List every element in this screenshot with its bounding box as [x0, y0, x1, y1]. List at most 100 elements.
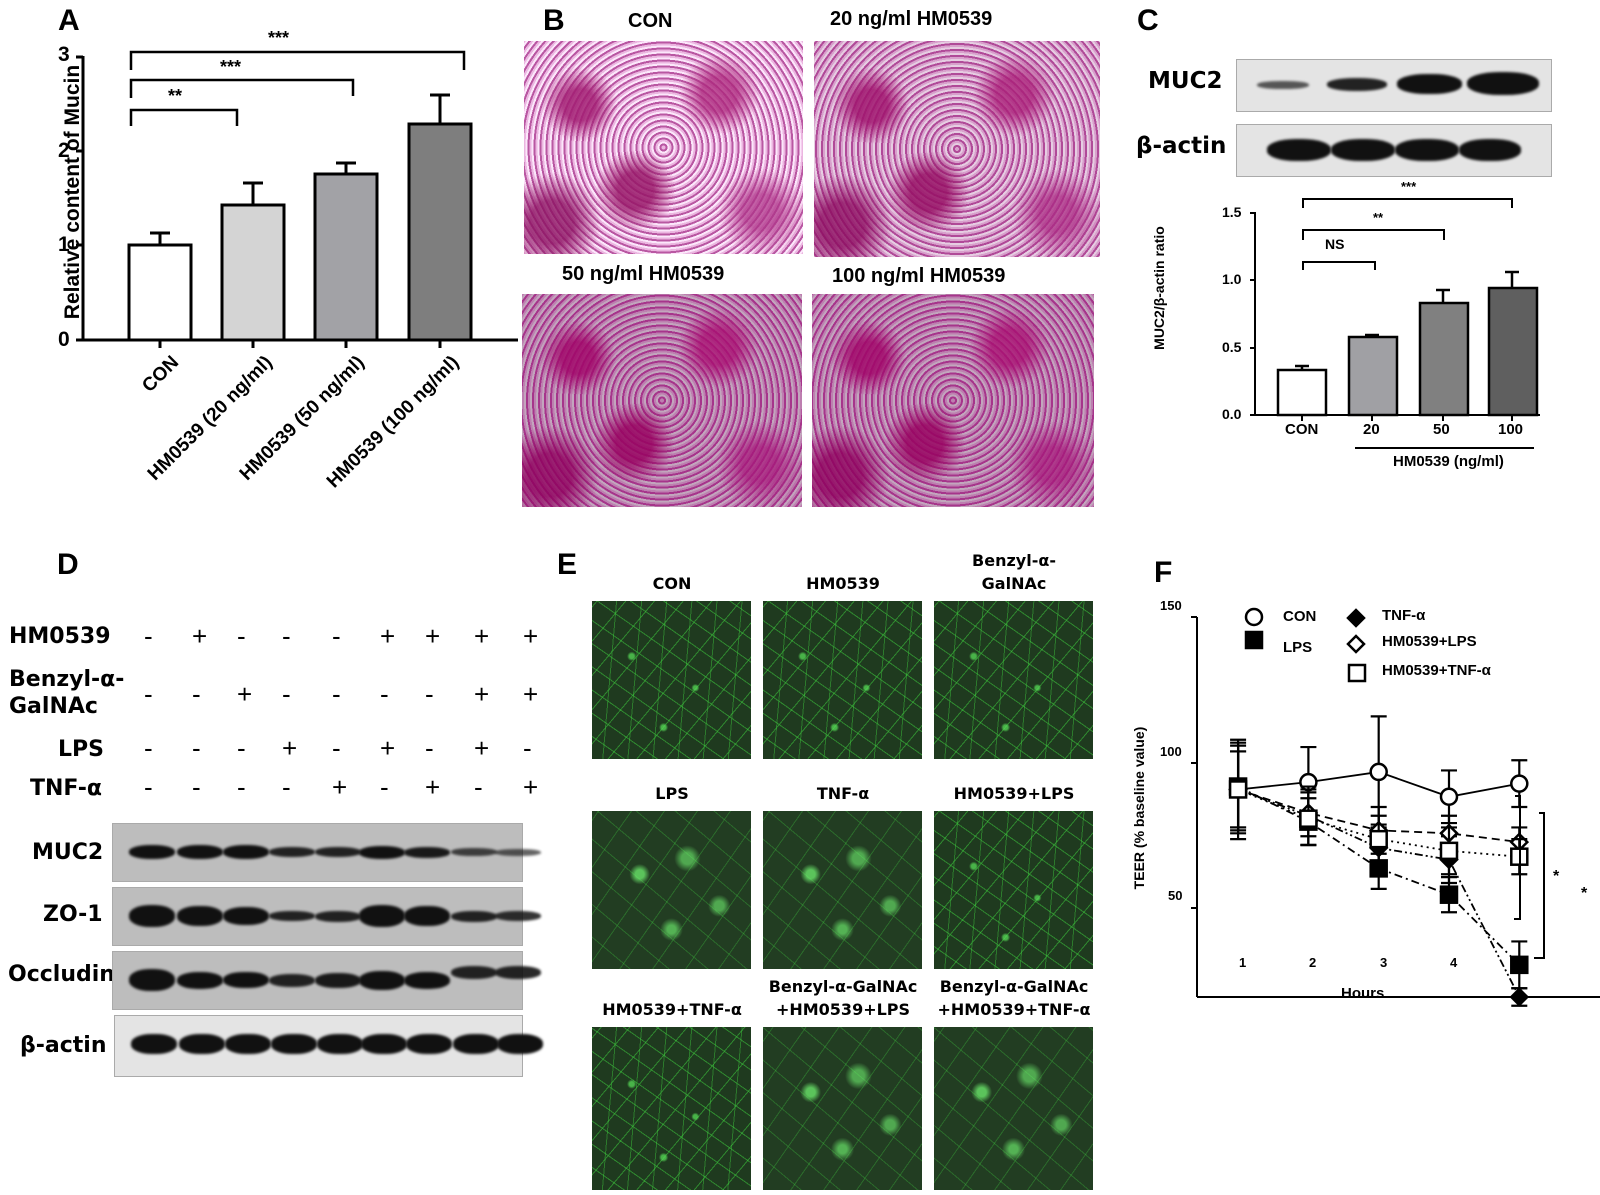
- minus-sign: -: [144, 679, 153, 709]
- minus-sign: -: [332, 679, 341, 709]
- plus-sign: +: [425, 621, 441, 651]
- bar-100: [407, 122, 473, 342]
- minus-sign: -: [192, 733, 201, 763]
- minus-sign: -: [523, 733, 532, 763]
- protein-band: [315, 972, 361, 988]
- protein-band: [271, 1034, 317, 1054]
- legend-tnf: TNF-α: [1382, 607, 1426, 624]
- treatment-label-benzyl-1: Benzyl-α-: [9, 667, 125, 692]
- ytick-f: 100: [1160, 744, 1182, 759]
- protein-band: [269, 973, 315, 987]
- protein-band: [451, 965, 497, 979]
- xtick-f: 1: [1239, 955, 1247, 970]
- protein-band: [406, 1034, 452, 1054]
- plus-sign: +: [282, 733, 298, 763]
- panel-c-chart: [1250, 198, 1540, 449]
- minus-sign: -: [282, 621, 291, 651]
- xtick-f: 4: [1450, 955, 1458, 970]
- minus-sign: -: [144, 621, 153, 651]
- protein-band: [495, 911, 541, 921]
- legend-hm-lps: HM0539+LPS: [1382, 633, 1477, 650]
- protein-band: [359, 970, 405, 990]
- treatment-label-benzyl-2: GalNAc: [9, 694, 98, 719]
- protein-band: [177, 906, 223, 926]
- sig-label: *: [1553, 868, 1560, 885]
- ytick-a: 1: [58, 233, 70, 256]
- sig-label: **: [168, 86, 183, 106]
- western-blot-muc2: [1236, 59, 1552, 112]
- plus-sign: +: [380, 621, 396, 651]
- plus-sign: +: [523, 772, 539, 802]
- if-title-line1: Benzyl-α-GalNAc: [939, 977, 1089, 996]
- if-title-line2: HM0539+LPS: [953, 784, 1075, 803]
- treatment-label-lps: LPS: [58, 737, 104, 762]
- protein-band: [129, 969, 175, 991]
- ytick-c: 0.5: [1222, 339, 1242, 355]
- protein-band: [404, 971, 450, 989]
- protein-band: [497, 1034, 543, 1054]
- data-point-marker: [1439, 885, 1459, 904]
- panel-c-group-label: HM0539 (ng/ml): [1393, 453, 1504, 470]
- minus-sign: -: [144, 733, 153, 763]
- pas-stain-image-con: [524, 41, 803, 254]
- plus-sign: +: [332, 772, 348, 802]
- if-title-line2: GalNAc: [981, 574, 1047, 593]
- pas-stain-image-20: [814, 41, 1100, 257]
- minus-sign: -: [425, 679, 434, 709]
- blot-label-zo1: ZO-1: [43, 902, 103, 927]
- protein-band: [179, 1034, 225, 1054]
- if-title-line2: +HM0539+TNF-α: [937, 1000, 1091, 1019]
- panel-a-letter: A: [58, 4, 80, 37]
- panel-e-letter: E: [557, 548, 578, 581]
- data-point-marker: [1510, 955, 1529, 975]
- minus-sign: -: [237, 733, 246, 763]
- protein-band: [177, 845, 223, 859]
- minus-sign: -: [332, 621, 341, 651]
- pas-stain-image-50: [522, 294, 802, 507]
- treatment-label-hm0539: HM0539: [9, 624, 111, 649]
- legend-lps: LPS: [1283, 639, 1313, 656]
- protein-band: [451, 848, 497, 856]
- minus-sign: -: [332, 733, 341, 763]
- zo1-immunofluorescence-image: [592, 811, 751, 969]
- data-point-marker: [1299, 809, 1318, 828]
- protein-band: [359, 905, 405, 927]
- sig-label: ***: [1401, 179, 1417, 194]
- if-title-line2: HM0539: [806, 574, 880, 593]
- protein-band: [223, 972, 269, 988]
- minus-sign: -: [192, 679, 201, 709]
- if-title-line2: LPS: [655, 784, 689, 803]
- ytick-c: 1.5: [1222, 204, 1242, 220]
- xtick-c-20: 20: [1363, 421, 1380, 438]
- if-title-line2: HM0539+TNF-α: [602, 1000, 742, 1019]
- western-blot-actin: [114, 1015, 543, 1077]
- if-title-line1: Benzyl-α-: [972, 551, 1056, 570]
- ytick-a: 2: [58, 139, 70, 162]
- protein-band: [404, 846, 450, 858]
- legend-hm-tnf: HM0539+TNF-α: [1382, 662, 1491, 679]
- protein-band: [269, 847, 315, 857]
- minus-sign: -: [237, 621, 246, 651]
- zo1-immunofluorescence-image: [934, 601, 1093, 759]
- plus-sign: +: [474, 621, 490, 651]
- ytick-a: 3: [58, 43, 70, 66]
- protein-band: [177, 971, 223, 989]
- panel-f-xlabel: Hours: [1341, 985, 1385, 1002]
- treatment-label-tnf: TNF-α: [30, 776, 103, 801]
- if-title-line2: CON: [652, 574, 692, 593]
- protein-band: [451, 910, 497, 922]
- blot-label-muc2: MUC2: [32, 840, 104, 865]
- plus-sign: +: [380, 733, 396, 763]
- plus-sign: +: [192, 621, 208, 651]
- data-point-marker: [1510, 774, 1529, 793]
- protein-band: [315, 910, 361, 922]
- data-point-marker: [1369, 829, 1388, 849]
- protein-band: [453, 1034, 499, 1054]
- plus-sign: +: [523, 621, 539, 651]
- zo1-immunofluorescence-image: [934, 811, 1093, 969]
- data-point-marker: [1439, 841, 1459, 861]
- panel-c-letter: C: [1137, 4, 1159, 37]
- protein-band: [495, 965, 541, 979]
- protein-band: [129, 905, 175, 927]
- minus-sign: -: [380, 679, 389, 709]
